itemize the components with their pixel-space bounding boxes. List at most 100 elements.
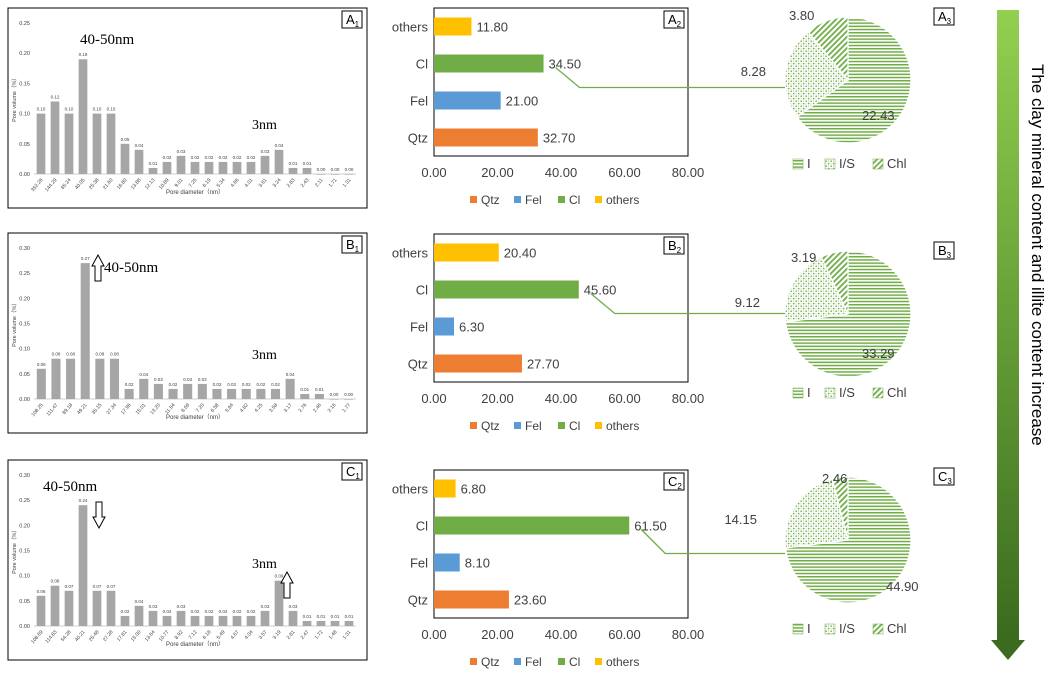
mineral-bar-others bbox=[434, 17, 472, 36]
bar-value-label: 0.10 bbox=[93, 107, 102, 112]
bar-value-label: 34.50 bbox=[549, 57, 582, 72]
pie-value-label: 22.43 bbox=[862, 108, 895, 123]
bar-value-label: 0.03 bbox=[177, 149, 186, 154]
bar-value-label: 32.70 bbox=[543, 131, 576, 146]
legend-label: Cl bbox=[569, 193, 580, 207]
legend-label: Chl bbox=[887, 621, 907, 636]
y-tick-label: 0.30 bbox=[19, 473, 30, 479]
histogram-bar bbox=[302, 620, 312, 626]
pie-slice-chl bbox=[831, 476, 849, 541]
x-tick-label: 0.00 bbox=[421, 627, 446, 642]
bar-value-label: 0.02 bbox=[191, 155, 200, 160]
legend-label: Fel bbox=[525, 655, 542, 669]
legend-label: others bbox=[606, 419, 639, 433]
category-label: Cl bbox=[416, 283, 428, 298]
legend-label: others bbox=[606, 655, 639, 669]
x-tick-label: 4.25 bbox=[254, 402, 265, 413]
bar-value-label: 0.01 bbox=[289, 161, 298, 166]
connector-line bbox=[590, 293, 785, 315]
x-tick-label: 3.17 bbox=[283, 402, 294, 413]
x-tick-label: 80.00 bbox=[672, 391, 705, 406]
mineral-bar-qtz bbox=[434, 128, 538, 147]
x-tick-label: 1.77 bbox=[341, 402, 352, 413]
x-tick-label: 60.00 bbox=[608, 391, 641, 406]
histogram-bar bbox=[153, 383, 163, 399]
histogram-bar bbox=[232, 615, 242, 626]
bar-value-label: 0.02 bbox=[227, 382, 236, 387]
bar-value-label: 0.01 bbox=[345, 614, 354, 619]
x-tick-label: 4.67 bbox=[230, 629, 241, 640]
bar-value-label: 0.02 bbox=[271, 382, 280, 387]
pie-value-label: 2.46 bbox=[822, 471, 847, 486]
hollow-arrow bbox=[92, 501, 106, 530]
histogram-bar bbox=[51, 358, 61, 399]
x-tick-label: 3.61 bbox=[258, 177, 269, 188]
pie-slice-i bbox=[796, 16, 912, 144]
bar-value-label: 0.01 bbox=[315, 387, 324, 392]
bar-value-label: 0.19 bbox=[79, 52, 88, 57]
x-tick-label: 80.00 bbox=[672, 627, 705, 642]
bar-value-label: 0.04 bbox=[135, 143, 144, 148]
panel-label-box bbox=[341, 462, 363, 481]
histogram-bar bbox=[204, 161, 214, 174]
histogram-bar bbox=[134, 149, 144, 174]
legend-swatch-qtz bbox=[470, 422, 477, 429]
bar-value-label: 0.00 bbox=[345, 167, 354, 172]
panel-label-box bbox=[933, 241, 955, 260]
y-axis-label: Pore volume（%） bbox=[11, 75, 18, 122]
clay-connector-lines bbox=[555, 67, 785, 555]
histogram-bar bbox=[274, 149, 284, 174]
legend-swatch-others bbox=[595, 658, 602, 665]
legend-swatch-cl bbox=[558, 196, 565, 203]
bar-value-label: 0.07 bbox=[93, 584, 102, 589]
x-tick-label: 2.81 bbox=[286, 629, 297, 640]
bar-value-label: 0.04 bbox=[139, 372, 148, 377]
y-tick-label: 0.30 bbox=[19, 246, 30, 252]
histogram-bar bbox=[302, 167, 312, 174]
x-tick-label: 3.19 bbox=[272, 629, 283, 640]
trend-arrow: The clay mineral content and illite cont… bbox=[991, 10, 1045, 660]
bar-value-label: 0.03 bbox=[261, 149, 270, 154]
bar-value-label: 0.02 bbox=[169, 382, 178, 387]
peak-annotation-40-50nm: 40-50nm bbox=[43, 479, 97, 495]
category-label: Cl bbox=[416, 519, 428, 534]
y-tick-label: 0.20 bbox=[19, 296, 30, 302]
x-tick-label: 2.76 bbox=[297, 402, 308, 413]
histogram-bar bbox=[139, 378, 149, 399]
bar-value-label: 45.60 bbox=[584, 283, 617, 298]
category-label: others bbox=[392, 246, 429, 261]
bar-value-label: 0.01 bbox=[300, 387, 309, 392]
histogram-bar bbox=[148, 167, 158, 174]
x-tick-label: 6.58 bbox=[210, 402, 221, 413]
bar-value-label: 0.10 bbox=[65, 107, 74, 112]
panel-label-box bbox=[933, 7, 955, 26]
bar-value-label: 0.12 bbox=[51, 95, 60, 100]
bar-value-label: 0.01 bbox=[303, 161, 312, 166]
category-label: Qtz bbox=[408, 593, 428, 608]
histogram-bar bbox=[106, 590, 116, 626]
histogram-bar bbox=[256, 388, 266, 399]
histogram-bar bbox=[106, 113, 116, 174]
pie-slice-is bbox=[784, 30, 849, 118]
bar-value-label: 0.10 bbox=[107, 107, 116, 112]
bar-value-label: 0.02 bbox=[163, 155, 172, 160]
histogram-bar bbox=[168, 388, 178, 399]
bar-value-label: 0.02 bbox=[205, 609, 214, 614]
trend-arrow-head bbox=[991, 640, 1025, 660]
legend-label: I/S bbox=[839, 385, 855, 400]
bar-value-label: 0.08 bbox=[51, 579, 60, 584]
x-tick-label: 2.83 bbox=[286, 177, 297, 188]
x-tick-label: 60.00 bbox=[608, 165, 641, 180]
legend-label: I bbox=[807, 385, 811, 400]
x-tick-label: 6.19 bbox=[202, 177, 213, 188]
histogram-bar bbox=[109, 358, 120, 399]
histogram-bar bbox=[241, 388, 251, 399]
mineral-bar-cl bbox=[434, 280, 579, 299]
histogram-bar bbox=[190, 615, 200, 626]
bar-value-label: 20.40 bbox=[504, 246, 537, 261]
x-tick-label: 3.58 bbox=[268, 402, 279, 413]
histogram-bar bbox=[330, 174, 340, 175]
